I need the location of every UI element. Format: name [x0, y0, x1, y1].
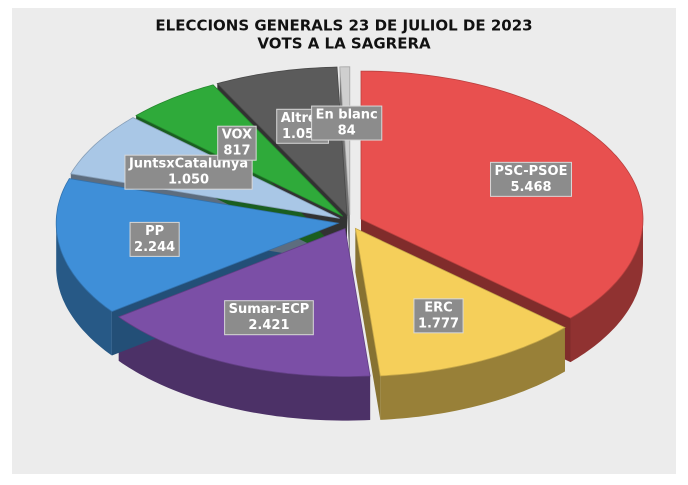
- label-value: 2.421: [248, 318, 289, 333]
- label-box: [224, 300, 314, 336]
- label-value: 84: [338, 124, 356, 139]
- label-value: 5.468: [510, 180, 551, 195]
- label-value: 1.050: [168, 173, 209, 188]
- label-box: [129, 221, 180, 257]
- label-name: Sumar-ECP: [229, 302, 310, 317]
- label-name: PP: [145, 224, 164, 239]
- slice-side: [355, 228, 381, 420]
- chart-subtitle: VOTS A LA SAGRERA: [257, 35, 431, 53]
- slice-wall: [380, 327, 565, 420]
- slice: [55, 178, 340, 312]
- label-box: [217, 125, 257, 161]
- label-value: 817: [223, 144, 250, 159]
- label-box: [490, 161, 572, 197]
- label-name: VOX: [222, 128, 252, 143]
- label-box: [311, 105, 383, 141]
- label-name: PSC-PSOE: [495, 164, 568, 179]
- data-label: PP2.244: [129, 221, 180, 257]
- label-name: ERC: [424, 300, 452, 315]
- slice-wall: [118, 316, 371, 421]
- label-value: 2.244: [134, 240, 175, 255]
- label-box: [124, 154, 253, 190]
- label-name: En blanc: [316, 108, 378, 123]
- slice-wall: [56, 223, 112, 356]
- slice-wall: [570, 219, 643, 363]
- label-box: [413, 298, 464, 334]
- chart-title: ELECCIONS GENERALS 23 DE JULIOL DE 2023: [155, 17, 532, 35]
- label-value: 1.777: [418, 316, 459, 331]
